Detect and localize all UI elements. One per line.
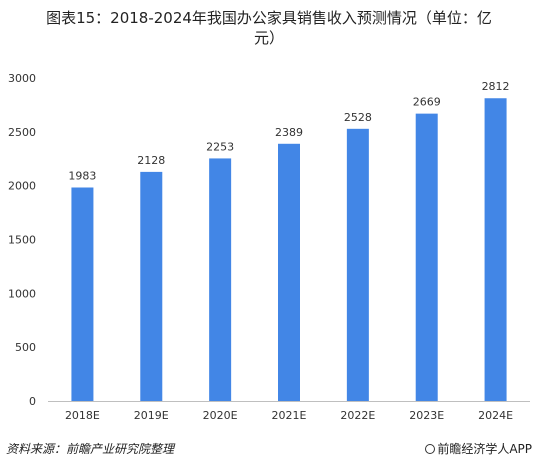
y-tick-label: 3000 — [8, 72, 36, 85]
bar-value-label: 2128 — [137, 154, 165, 167]
y-tick-label: 1000 — [8, 287, 36, 300]
x-tick-label: 2022E — [340, 409, 375, 422]
bar — [209, 158, 232, 401]
x-tick-label: 2024E — [478, 409, 513, 422]
chart-title-line-2: 元） — [253, 29, 284, 47]
x-tick-label: 2019E — [134, 409, 169, 422]
bar — [71, 187, 94, 401]
source-note: 资料来源：前瞻产业研究院整理 — [6, 442, 175, 456]
brand-label: 前瞻经济学人APP — [425, 440, 532, 457]
bar — [484, 98, 507, 401]
y-tick-label: 1500 — [8, 234, 36, 247]
bar — [346, 128, 369, 401]
brand-logo-icon — [425, 444, 436, 454]
y-tick-label: 0 — [29, 395, 36, 408]
brand-name: 前瞻经济学人APP — [437, 442, 532, 456]
y-tick-label: 500 — [15, 341, 36, 354]
x-tick-label: 2023E — [409, 409, 444, 422]
x-tick-label: 2020E — [203, 409, 238, 422]
x-tick-label: 2021E — [272, 409, 307, 422]
x-tick-label: 2018E — [65, 409, 100, 422]
bar-value-label: 2389 — [275, 126, 303, 139]
bar-value-label: 2669 — [413, 96, 441, 109]
bar-value-label: 1983 — [68, 169, 96, 182]
chart-title-line-1: 图表15：2018-2024年我国办公家具销售收入预测情况（单位：亿 — [46, 9, 492, 27]
y-tick-label: 2000 — [8, 180, 36, 193]
chart-title: 图表15：2018-2024年我国办公家具销售收入预测情况（单位：亿 元） — [0, 8, 538, 48]
bar-value-label: 2812 — [482, 80, 510, 93]
bar — [278, 143, 300, 401]
bar — [415, 113, 438, 401]
bar-value-label: 2528 — [344, 111, 372, 124]
y-tick-label: 2500 — [8, 126, 36, 139]
bar-value-label: 2253 — [206, 140, 234, 153]
bar — [140, 171, 163, 401]
